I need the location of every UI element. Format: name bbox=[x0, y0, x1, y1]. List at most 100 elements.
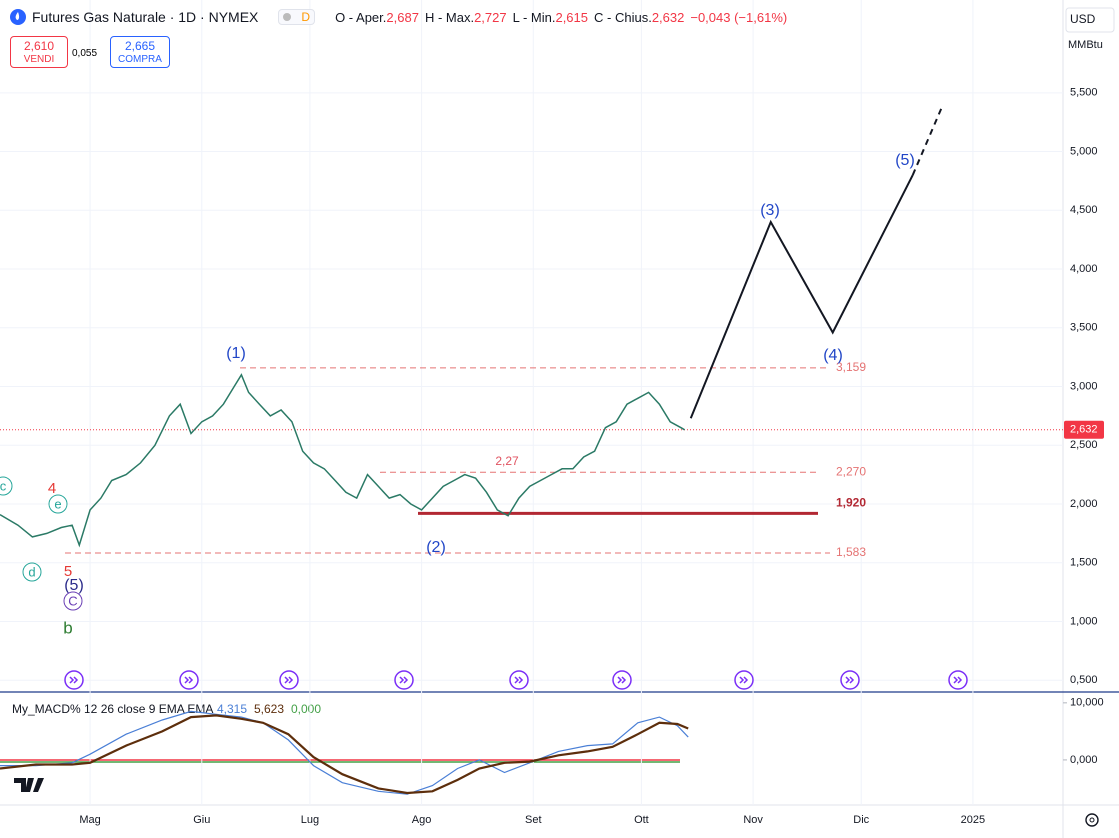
projection-dashed bbox=[911, 104, 944, 176]
event-icon bbox=[64, 670, 84, 690]
ohlc-value: 2,632 bbox=[651, 9, 685, 25]
wave-label: (5) bbox=[64, 577, 84, 594]
event-icon bbox=[840, 670, 860, 690]
wave-label: c bbox=[0, 478, 7, 493]
x-tick-label: Giu bbox=[193, 814, 210, 826]
ohlc-value: 2,687 bbox=[386, 9, 419, 25]
buy-label: COMPRA bbox=[118, 54, 162, 65]
wave-label: (2) bbox=[426, 539, 446, 556]
symbol-title: Futures Gas Naturale · 1D · NYMEX bbox=[32, 9, 259, 25]
event-icon bbox=[734, 670, 754, 690]
buy-price: 2,665 bbox=[124, 39, 156, 53]
y-tick-label: 3,500 bbox=[1070, 322, 1098, 334]
x-tick-label: Lug bbox=[301, 814, 319, 826]
wave-circle bbox=[48, 494, 68, 514]
change: −0,043 (−1,61%) bbox=[690, 9, 788, 25]
macd-title: My_MACD% 12 26 close 9 EMA EMA bbox=[12, 702, 213, 716]
sell-button[interactable]: 2,610 VENDI bbox=[10, 36, 68, 68]
y-tick-label: 1,500 bbox=[1070, 557, 1098, 569]
y-tick-label: 2,500 bbox=[1070, 439, 1098, 451]
event-icon bbox=[948, 670, 968, 690]
wave-label: 5 bbox=[64, 563, 72, 580]
x-tick-label: Mag bbox=[79, 814, 100, 826]
wave-label: (4) bbox=[823, 347, 843, 364]
y-tick-label: 0,000 bbox=[1070, 754, 1098, 766]
spread: 0,055 bbox=[72, 48, 98, 59]
settings-icon[interactable] bbox=[1085, 813, 1099, 827]
x-tick-label: Nov bbox=[743, 814, 763, 826]
wave-circle bbox=[0, 476, 13, 496]
x-tick-label: Set bbox=[525, 814, 542, 826]
x-tick-label: 2025 bbox=[961, 814, 985, 826]
wave-label: (1) bbox=[226, 345, 246, 362]
event-arrow bbox=[953, 676, 963, 684]
macd-line bbox=[0, 714, 689, 795]
event-arrow bbox=[617, 676, 627, 684]
event-icon bbox=[179, 670, 199, 690]
macd-line bbox=[0, 710, 689, 795]
ohlc-label: C - Chius. bbox=[594, 9, 652, 25]
wave-label: d bbox=[28, 564, 35, 579]
x-tick-label: Dic bbox=[853, 814, 869, 826]
y-tick-label: 10,000 bbox=[1070, 697, 1104, 709]
projection-line bbox=[689, 174, 914, 419]
event-arrow bbox=[184, 676, 194, 684]
unit[interactable]: MMBtu bbox=[1068, 39, 1103, 51]
event-icon bbox=[279, 670, 299, 690]
signal-value: 5,623 bbox=[254, 702, 284, 716]
histogram-value: 0,000 bbox=[291, 702, 321, 716]
event-icon bbox=[612, 670, 632, 690]
y-tick-label: 4,000 bbox=[1070, 263, 1098, 275]
level-label: 1,583 bbox=[836, 545, 866, 559]
wave-label: e bbox=[54, 496, 61, 511]
y-tick-label: 4,500 bbox=[1070, 204, 1098, 216]
macd-value: 4,315 bbox=[217, 702, 247, 716]
ohlc-label: O - Aper. bbox=[335, 9, 387, 25]
interval-badge[interactable]: D bbox=[278, 9, 316, 25]
ohlc-value: 2,727 bbox=[474, 9, 507, 25]
ohlc-label: H - Max. bbox=[424, 9, 475, 25]
event-icon bbox=[509, 670, 529, 690]
wave-label: b bbox=[63, 618, 72, 637]
buy-button[interactable]: 2,665 COMPRA bbox=[110, 36, 170, 68]
x-tick-label: Ott bbox=[634, 814, 649, 826]
x-tick-label: Ago bbox=[412, 814, 432, 826]
price-line bbox=[0, 373, 685, 548]
event-arrow bbox=[845, 676, 855, 684]
sell-price: 2,610 bbox=[23, 39, 55, 53]
event-arrow bbox=[69, 676, 79, 684]
y-tick-label: 2,000 bbox=[1070, 498, 1098, 510]
tv-logo bbox=[14, 778, 44, 792]
wave-label: (5) bbox=[895, 152, 915, 169]
event-arrow bbox=[739, 676, 749, 684]
level-label: 3,159 bbox=[836, 360, 866, 374]
ohlc-value: 2,615 bbox=[555, 9, 589, 25]
y-tick-label: 5,000 bbox=[1070, 145, 1098, 157]
wave-circle bbox=[63, 591, 83, 611]
currency: USD bbox=[1070, 12, 1096, 26]
wave-circle bbox=[22, 562, 42, 582]
y-tick-label: 1,000 bbox=[1070, 615, 1098, 627]
y-tick-label: 3,000 bbox=[1070, 380, 1098, 392]
wave-label: 4 bbox=[48, 480, 56, 497]
last-price-label: 2,632 bbox=[1070, 424, 1098, 436]
event-arrow bbox=[399, 676, 409, 684]
event-icon bbox=[394, 670, 414, 690]
level-label: 2,270 bbox=[836, 464, 866, 478]
event-arrow bbox=[514, 676, 524, 684]
ohlc-label: L - Min. bbox=[512, 9, 556, 25]
wave-label: C bbox=[68, 593, 77, 608]
last-price-box bbox=[1064, 420, 1104, 439]
ohlc: O - Aper. 2,687 H - Max. 2,727 L - Min. 2,615… bbox=[315, 10, 684, 25]
wave-label: 2,27 bbox=[495, 454, 519, 468]
y-tick-label: 5,500 bbox=[1070, 87, 1098, 99]
level-label: 1,920 bbox=[836, 496, 866, 510]
currency-box[interactable] bbox=[1065, 7, 1115, 33]
sell-label: VENDI bbox=[23, 54, 55, 65]
y-tick-label: 0,500 bbox=[1070, 674, 1098, 686]
wave-label: (3) bbox=[760, 202, 780, 219]
symbol-icon bbox=[10, 9, 26, 25]
event-arrow bbox=[284, 676, 294, 684]
